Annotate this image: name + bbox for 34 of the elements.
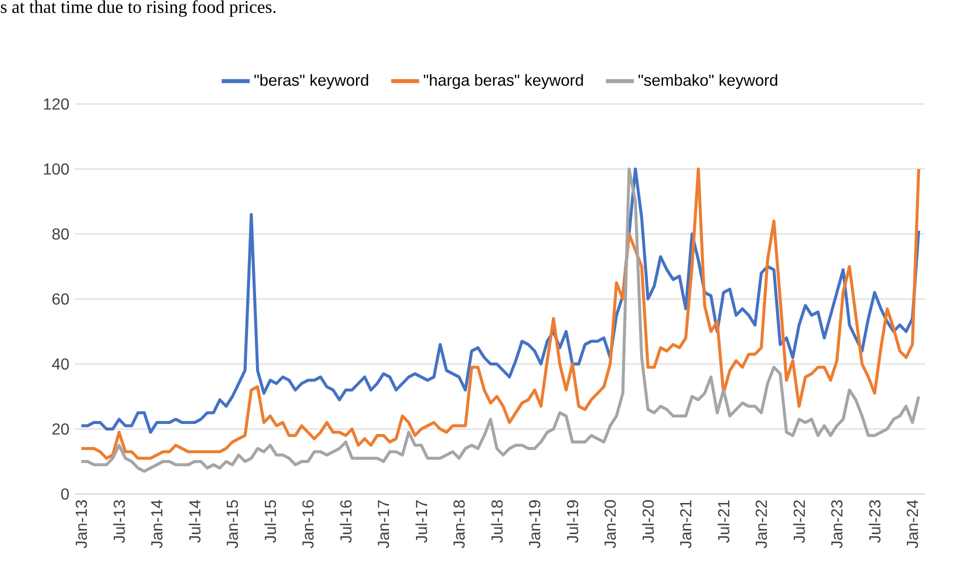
x-tick-label: Jan-24 — [906, 500, 918, 548]
x-tick-label: Jan-17 — [378, 500, 390, 548]
text: s at that time due to rising food prices. — [0, 0, 276, 17]
x-tick-label: Jul-21 — [718, 500, 730, 543]
y-tick-label: 100 — [44, 163, 69, 175]
x-tick-label: Jan-15 — [226, 500, 238, 548]
x-tick-label: Jul-18 — [490, 500, 503, 543]
x-tick-label: Jan-20 — [604, 500, 616, 548]
y-tick-label: 120 — [44, 98, 69, 110]
legend-label: "beras" keyword — [254, 74, 368, 90]
x-tick-label: Jan-16 — [302, 500, 314, 548]
x-tick-label: Jan-18 — [453, 500, 465, 548]
y-tick-label: 60 — [52, 293, 69, 305]
x-tick-label: Jul-23 — [868, 500, 881, 543]
x-tick-label: Jul-22 — [793, 500, 805, 543]
x-tick-label: Jan-14 — [151, 500, 162, 548]
x-tick-label: Jul-13 — [113, 500, 125, 543]
x-tick-label: Jan-19 — [528, 500, 540, 548]
x-tick-label: Jan-22 — [756, 500, 767, 548]
x-tick-label: Jul-17 — [415, 500, 428, 543]
x-tick-label: Jul-19 — [566, 500, 578, 543]
x-tick-label: Jul-14 — [188, 500, 201, 543]
legend-label: "harga beras" keyword — [424, 74, 583, 90]
x-tick-label: Jan-21 — [680, 500, 692, 548]
y-tick-label: 80 — [52, 228, 69, 240]
x-tick-label: Jul-20 — [642, 500, 654, 543]
x-tick-label: Jan-13 — [76, 500, 87, 548]
x-tick-label: Jul-16 — [340, 500, 352, 543]
x-tick-label: Jul-15 — [264, 500, 276, 543]
y-tick-label: 20 — [52, 423, 69, 435]
y-tick-label: 40 — [52, 358, 69, 370]
legend-label: "sembako" keyword — [638, 74, 778, 90]
y-tick-label: 0 — [61, 488, 69, 500]
x-tick-label: Jan-23 — [831, 500, 843, 548]
